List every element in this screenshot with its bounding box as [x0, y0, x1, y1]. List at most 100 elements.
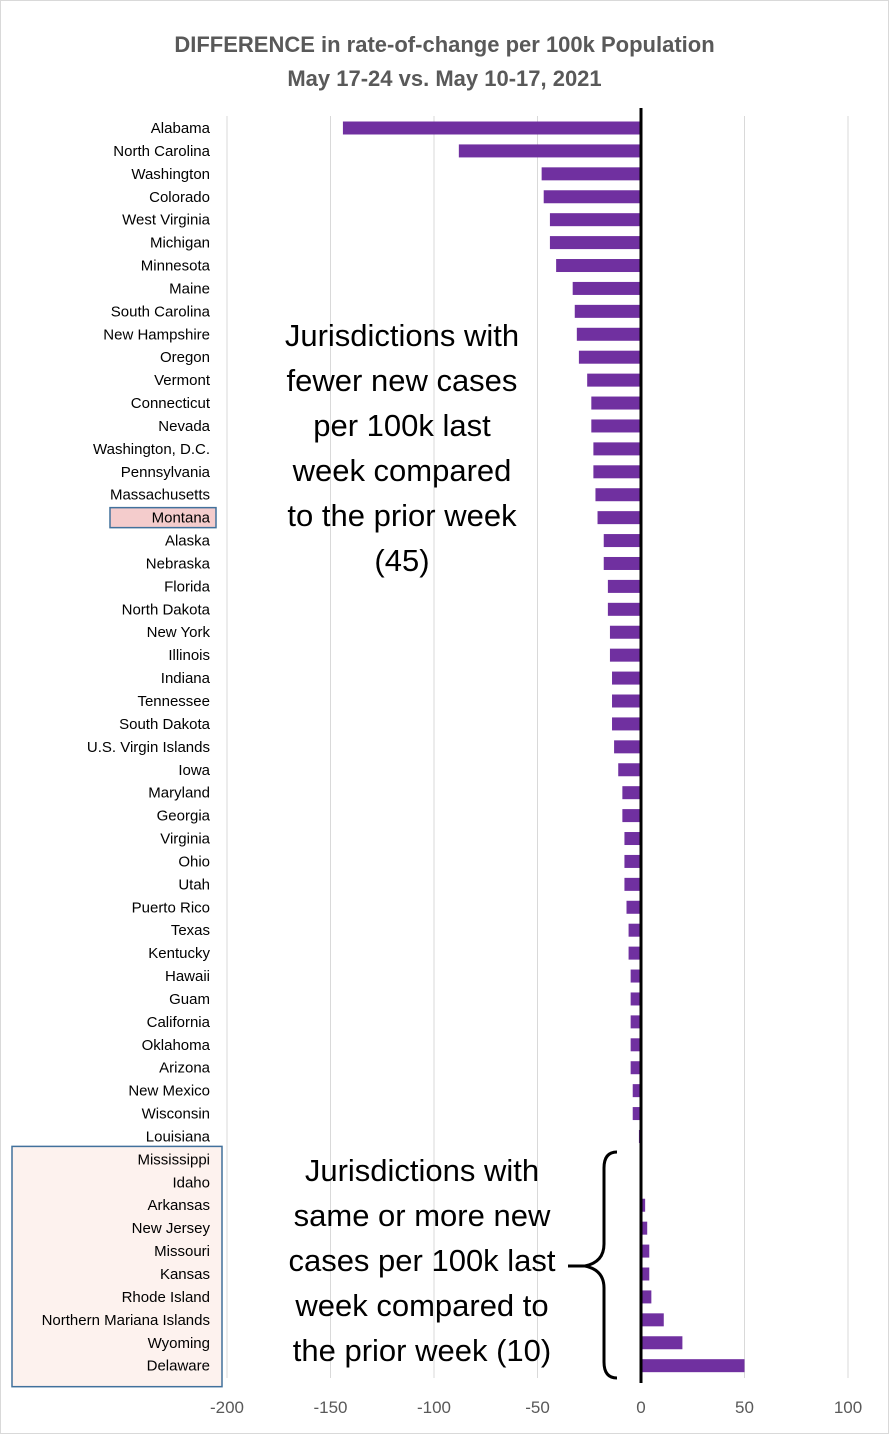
category-label: Iowa: [178, 762, 210, 779]
category-label: West Virginia: [122, 212, 210, 229]
bar: [641, 1313, 664, 1327]
category-label: Delaware: [147, 1358, 210, 1375]
group-box: [11, 1145, 223, 1388]
bar: [630, 1061, 641, 1075]
category-label: Ohio: [178, 853, 210, 870]
bar: [541, 167, 641, 181]
chart-subtitle: May 17-24 vs. May 10-17, 2021: [287, 66, 602, 91]
category-label: Alaska: [165, 533, 211, 550]
category-label: Arkansas: [147, 1197, 210, 1214]
category-label: Kansas: [160, 1266, 210, 1283]
category-label: Pennsylvania: [121, 464, 211, 481]
bar: [556, 259, 641, 273]
annotation-line: same or more new: [293, 1198, 551, 1233]
bar: [574, 304, 641, 318]
category-label: Maine: [169, 280, 210, 297]
bar: [587, 373, 641, 387]
category-label: North Dakota: [122, 601, 211, 618]
annotation-line: Jurisdictions with: [284, 318, 520, 353]
category-label: Georgia: [157, 808, 211, 825]
bar: [630, 1038, 641, 1052]
bar: [612, 717, 641, 731]
annotation-line: week compared to: [295, 1288, 549, 1323]
category-label: Tennessee: [137, 693, 210, 710]
x-tick-label: 50: [735, 1398, 754, 1417]
category-label: Puerto Rico: [132, 899, 210, 916]
chart-title: DIFFERENCE in rate-of-change per 100k Po…: [174, 32, 715, 57]
bar: [628, 946, 641, 960]
gridlines: [226, 116, 849, 1378]
bar: [641, 1267, 650, 1281]
category-label: New York: [147, 624, 211, 641]
x-tick-label: -100: [417, 1398, 451, 1417]
category-label: Mississippi: [137, 1151, 210, 1168]
category-label: Utah: [178, 876, 210, 893]
category-label: Arizona: [159, 1060, 211, 1077]
category-label: Rhode Island: [122, 1289, 210, 1306]
bar: [458, 144, 641, 158]
category-label: Minnesota: [141, 258, 211, 275]
bar: [626, 900, 641, 914]
annotation-line: to the prior week: [287, 498, 517, 533]
bars: [342, 121, 745, 1373]
category-label: Montana: [152, 510, 211, 527]
bar: [607, 602, 641, 616]
bar: [591, 419, 641, 433]
category-label: Nebraska: [146, 555, 211, 572]
category-label: Kentucky: [148, 945, 210, 962]
x-tick-label: 100: [834, 1398, 862, 1417]
category-label: Michigan: [150, 235, 210, 252]
annotation-line: per 100k last: [313, 408, 491, 443]
category-label: Hawaii: [165, 968, 210, 985]
category-label: Texas: [171, 922, 210, 939]
category-label: Louisiana: [146, 1128, 211, 1145]
highlight-box: [109, 506, 217, 529]
bar: [630, 992, 641, 1006]
bar: [641, 1336, 683, 1350]
bar: [576, 327, 641, 341]
bar: [612, 694, 641, 708]
category-label: Oklahoma: [142, 1037, 211, 1054]
annotation-line: Jurisdictions with: [304, 1153, 540, 1188]
category-label: California: [147, 1014, 211, 1031]
bracket: [584, 1150, 618, 1380]
bar: [603, 556, 641, 570]
bar: [624, 877, 641, 891]
annotation-line: cases per 100k last: [288, 1243, 556, 1278]
category-label: Washington: [131, 166, 210, 183]
category-label: South Dakota: [119, 716, 211, 733]
bar: [641, 1221, 648, 1235]
category-label: Alabama: [151, 120, 211, 137]
x-tick-label: 0: [636, 1398, 645, 1417]
category-label: Oregon: [160, 349, 210, 366]
category-label: Florida: [164, 578, 211, 595]
bar: [572, 281, 641, 295]
bar: [641, 1359, 745, 1373]
category-label: Wisconsin: [142, 1106, 210, 1123]
category-label: New Jersey: [132, 1220, 211, 1237]
bar: [607, 579, 641, 593]
bar: [628, 923, 641, 937]
category-label: U.S. Virgin Islands: [87, 739, 210, 756]
bar: [543, 190, 641, 204]
category-label: Idaho: [172, 1174, 210, 1191]
category-label: Washington, D.C.: [93, 441, 210, 458]
bar: [609, 625, 641, 639]
bar: [641, 1198, 646, 1212]
bar: [609, 648, 641, 662]
annotation-more-cases: Jurisdictions with same or more new cases …: [262, 1148, 582, 1373]
category-label: Massachusetts: [110, 487, 210, 504]
bar: [595, 488, 641, 502]
category-label: Illinois: [168, 647, 210, 664]
bar: [622, 809, 641, 823]
category-label: Missouri: [154, 1243, 210, 1260]
bar: [641, 1290, 652, 1304]
bar: [641, 1244, 650, 1258]
category-labels: Alabama North Carolina Washington Colorado W…: [42, 120, 211, 1375]
bar: [630, 969, 641, 983]
category-label: Indiana: [161, 670, 211, 687]
annotation-fewer-cases: Jurisdictions with fewer new cases per 100…: [252, 313, 552, 583]
bar: [624, 832, 641, 846]
annotation-line: fewer new cases: [286, 363, 518, 398]
annotation-line: week compared: [292, 453, 512, 488]
